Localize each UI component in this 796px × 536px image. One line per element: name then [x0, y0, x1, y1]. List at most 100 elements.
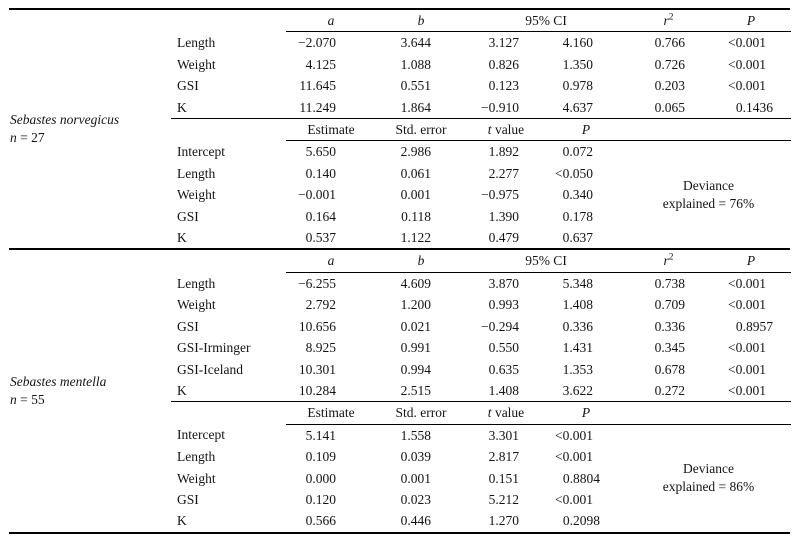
table-row: Weight 4.125 1.088 0.826 1.350 0.726 <0.001	[171, 54, 791, 75]
coef-header-row: Estimate Std. error t value P	[171, 401, 791, 425]
value-cell: <0.001	[728, 78, 766, 94]
value-cell: 4.125	[305, 56, 336, 72]
col-header-ci: 95% CI	[466, 10, 626, 33]
value-cell: 0.991	[400, 340, 431, 356]
value-cell: 0.738	[654, 275, 685, 291]
col-header-estimate: Estimate	[286, 118, 376, 142]
value-cell: 8.925	[305, 340, 336, 356]
table-row: GSI 0.120 0.023 5.212 <0.001	[171, 489, 791, 510]
table-row: Length −6.255 4.609 3.870 5.348 0.738 <0.001	[171, 272, 791, 294]
value-cell: 0.120	[305, 491, 336, 507]
table-row: K 0.537 1.122 0.479 0.637	[171, 227, 791, 248]
value-cell: 1.431	[562, 340, 593, 356]
value-cell: 0.551	[400, 78, 431, 94]
value-cell: 0.140	[305, 165, 336, 181]
value-cell: 2.277	[488, 165, 519, 181]
row-label-cell: K	[177, 99, 187, 115]
value-cell: 10.284	[298, 382, 336, 398]
model-table-body: Length −2.070 3.644 3.127 4.160 0.766 <0.001 We…	[171, 32, 791, 118]
value-cell: 0.2098	[562, 513, 600, 529]
value-cell: 0.118	[401, 208, 431, 224]
value-cell: 0.001	[400, 187, 431, 203]
row-label-cell: GSI-Iceland	[177, 361, 243, 377]
value-cell: <0.001	[728, 35, 766, 51]
table-row: Intercept 5.141 1.558 3.301 <0.001 Deviance ex…	[171, 424, 791, 494]
value-cell: 2.792	[305, 297, 336, 313]
col-header-b: b	[376, 250, 466, 273]
coefficient-table: Estimate Std. error t value P Intercept 5…	[171, 401, 791, 531]
value-cell: 0.826	[488, 56, 519, 72]
table-row: Length 0.140 0.061 2.277 <0.050	[171, 163, 791, 184]
table-row: GSI 11.645 0.551 0.123 0.978 0.203 <0.001	[171, 75, 791, 96]
value-cell: <0.001	[555, 491, 593, 507]
value-cell: 0.178	[562, 208, 593, 224]
value-cell: 0.072	[562, 144, 593, 160]
value-cell: 0.336	[562, 318, 593, 334]
value-cell: 1.200	[400, 297, 431, 313]
value-cell: 0.203	[654, 78, 685, 94]
coef-table-body: Intercept 5.141 1.558 3.301 <0.001 Deviance ex…	[171, 424, 791, 532]
regression-model-table: a b 95% CI r2 P Length −2.070 3.644 3.127 4.…	[171, 10, 791, 118]
value-cell: 1.864	[400, 99, 431, 115]
table-row: K 10.284 2.515 1.408 3.622 0.272 <0.001	[171, 380, 791, 401]
table-row: GSI 10.656 0.021 −0.294 0.336 0.336 0.8957	[171, 316, 791, 337]
value-cell: 0.021	[400, 318, 431, 334]
value-cell: 1.892	[488, 144, 519, 160]
empty-header-cell	[171, 10, 286, 32]
col-header-a: a	[286, 10, 376, 33]
value-cell: 0.001	[400, 470, 431, 486]
value-cell: 2.986	[400, 144, 431, 160]
value-cell: 10.301	[298, 361, 336, 377]
value-cell: <0.001	[728, 361, 766, 377]
empty-header-cell	[171, 401, 286, 425]
coef-table-body: Intercept 5.650 2.986 1.892 0.072 Deviance exp…	[171, 141, 791, 249]
value-cell: 0.446	[400, 513, 431, 529]
col-header-r2: r2	[626, 250, 711, 273]
value-cell: 0.766	[654, 35, 685, 51]
species-label-cell: Sebastes norvegicus n = 27	[9, 10, 171, 248]
value-cell: 0.023	[400, 491, 431, 507]
deviance-explained-cell: Deviance explained = 76%	[662, 177, 755, 211]
value-cell: 0.993	[488, 297, 519, 313]
empty-header-cell	[171, 250, 286, 272]
value-cell: <0.001	[555, 427, 593, 443]
value-cell: 4.609	[400, 275, 431, 291]
table-row: Length 0.109 0.039 2.817 <0.001	[171, 446, 791, 467]
value-cell: 5.212	[488, 491, 519, 507]
value-cell: 0.345	[654, 340, 685, 356]
sample-size: n = 55	[10, 392, 45, 408]
table-row: GSI-Iceland 10.301 0.994 0.635 1.353 0.678 <0.…	[171, 359, 791, 380]
value-cell: 1.558	[400, 427, 431, 443]
value-cell: −2.070	[298, 35, 336, 51]
value-cell: 0.336	[654, 318, 685, 334]
row-label-cell: GSI	[177, 208, 199, 224]
value-cell: <0.001	[728, 340, 766, 356]
value-cell: 11.249	[299, 99, 336, 115]
value-cell: −0.001	[298, 187, 336, 203]
value-cell: 3.870	[488, 275, 519, 291]
table-row: Weight 0.000 0.001 0.151 0.8804	[171, 468, 791, 489]
model-header-row: a b 95% CI r2 P	[171, 10, 791, 33]
row-label-cell: Intercept	[177, 144, 225, 160]
value-cell: <0.001	[728, 275, 766, 291]
value-cell: 0.566	[305, 513, 336, 529]
row-label-cell: Weight	[177, 297, 216, 313]
row-label-cell: Intercept	[177, 427, 225, 443]
row-label-cell: K	[177, 513, 187, 529]
col-header-std-error: Std. error	[376, 118, 466, 142]
value-cell: 1.122	[400, 230, 431, 246]
value-cell: 0.164	[305, 208, 336, 224]
value-cell: <0.001	[728, 297, 766, 313]
col-header-estimate: Estimate	[286, 401, 376, 425]
value-cell: <0.050	[555, 165, 593, 181]
statistics-table: Sebastes norvegicus n = 27 a b 95% CI r2…	[9, 8, 791, 534]
value-cell: 5.348	[562, 275, 593, 291]
species-section-mentella: Sebastes mentella n = 55 a b 95% CI r2 P	[9, 248, 791, 531]
value-cell: <0.001	[728, 56, 766, 72]
value-cell: −0.294	[481, 318, 519, 334]
value-cell: 1.408	[562, 297, 593, 313]
row-label-cell: K	[177, 230, 187, 246]
section-tables: a b 95% CI r2 P Length −2.070 3.644 3.127 4.…	[171, 10, 791, 248]
coefficient-table: Estimate Std. error t value P Intercept 5…	[171, 118, 791, 248]
value-cell: 3.127	[488, 35, 519, 51]
